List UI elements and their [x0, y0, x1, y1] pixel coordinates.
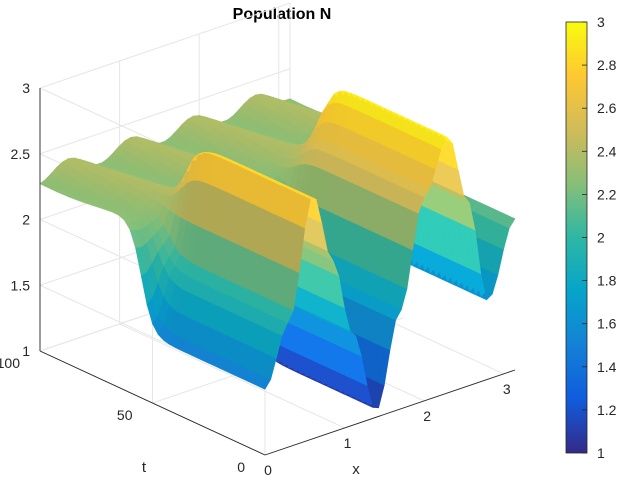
z-tick-label: 1.5 — [11, 277, 31, 293]
y-tick-label: 0 — [237, 459, 245, 475]
colorbar-tick-label: 1.8 — [597, 273, 617, 289]
axes — [39, 88, 516, 456]
x-axis-label: x — [352, 461, 360, 478]
colorbar-tick-label: 2.2 — [597, 186, 617, 202]
x-tick-label: 2 — [423, 408, 431, 424]
x-axis-line — [264, 369, 516, 456]
colorbar-tick-label: 1.2 — [597, 402, 617, 418]
z-tick-label: 2 — [22, 212, 30, 228]
colorbar-tick-label: 1.4 — [597, 359, 617, 375]
grid-line — [39, 68, 291, 155]
z-tick-label: 2.5 — [11, 146, 31, 162]
x-tick-label: 0 — [264, 462, 272, 478]
z-tick-label: 3 — [22, 80, 30, 96]
colorbar-ticks: 1 1.2 1.4 1.6 1.8 2 2.2 2.4 2.6 2.8 3 — [582, 14, 617, 461]
y-tick-label: 50 — [117, 407, 133, 423]
y-axis-label: t — [142, 459, 147, 476]
z-tick-label: 1 — [22, 343, 30, 359]
colorbar-tick-label: 1.6 — [597, 316, 617, 332]
grid-line — [39, 2, 291, 89]
colorbar-tick-label: 2.6 — [597, 100, 617, 116]
y-tick-label: 100 — [0, 355, 20, 371]
colorbar-tick-label: 2.8 — [597, 57, 617, 73]
surface-plot — [39, 90, 516, 409]
colorbar-tick-label: 2 — [597, 230, 605, 246]
colorbar-tick-label: 1 — [597, 445, 605, 461]
surface-patch — [503, 215, 516, 229]
y-axis-line — [39, 350, 266, 456]
x-tick-label: 3 — [503, 381, 511, 397]
chart-title: Population N — [233, 6, 332, 23]
colorbar: 1 1.2 1.4 1.6 1.8 2 2.2 2.4 2.6 2.8 3 — [565, 14, 617, 461]
colorbar-tick-label: 2.4 — [597, 143, 617, 159]
x-tick-label: 1 — [344, 435, 352, 451]
colorbar-tick-label: 3 — [597, 14, 605, 30]
